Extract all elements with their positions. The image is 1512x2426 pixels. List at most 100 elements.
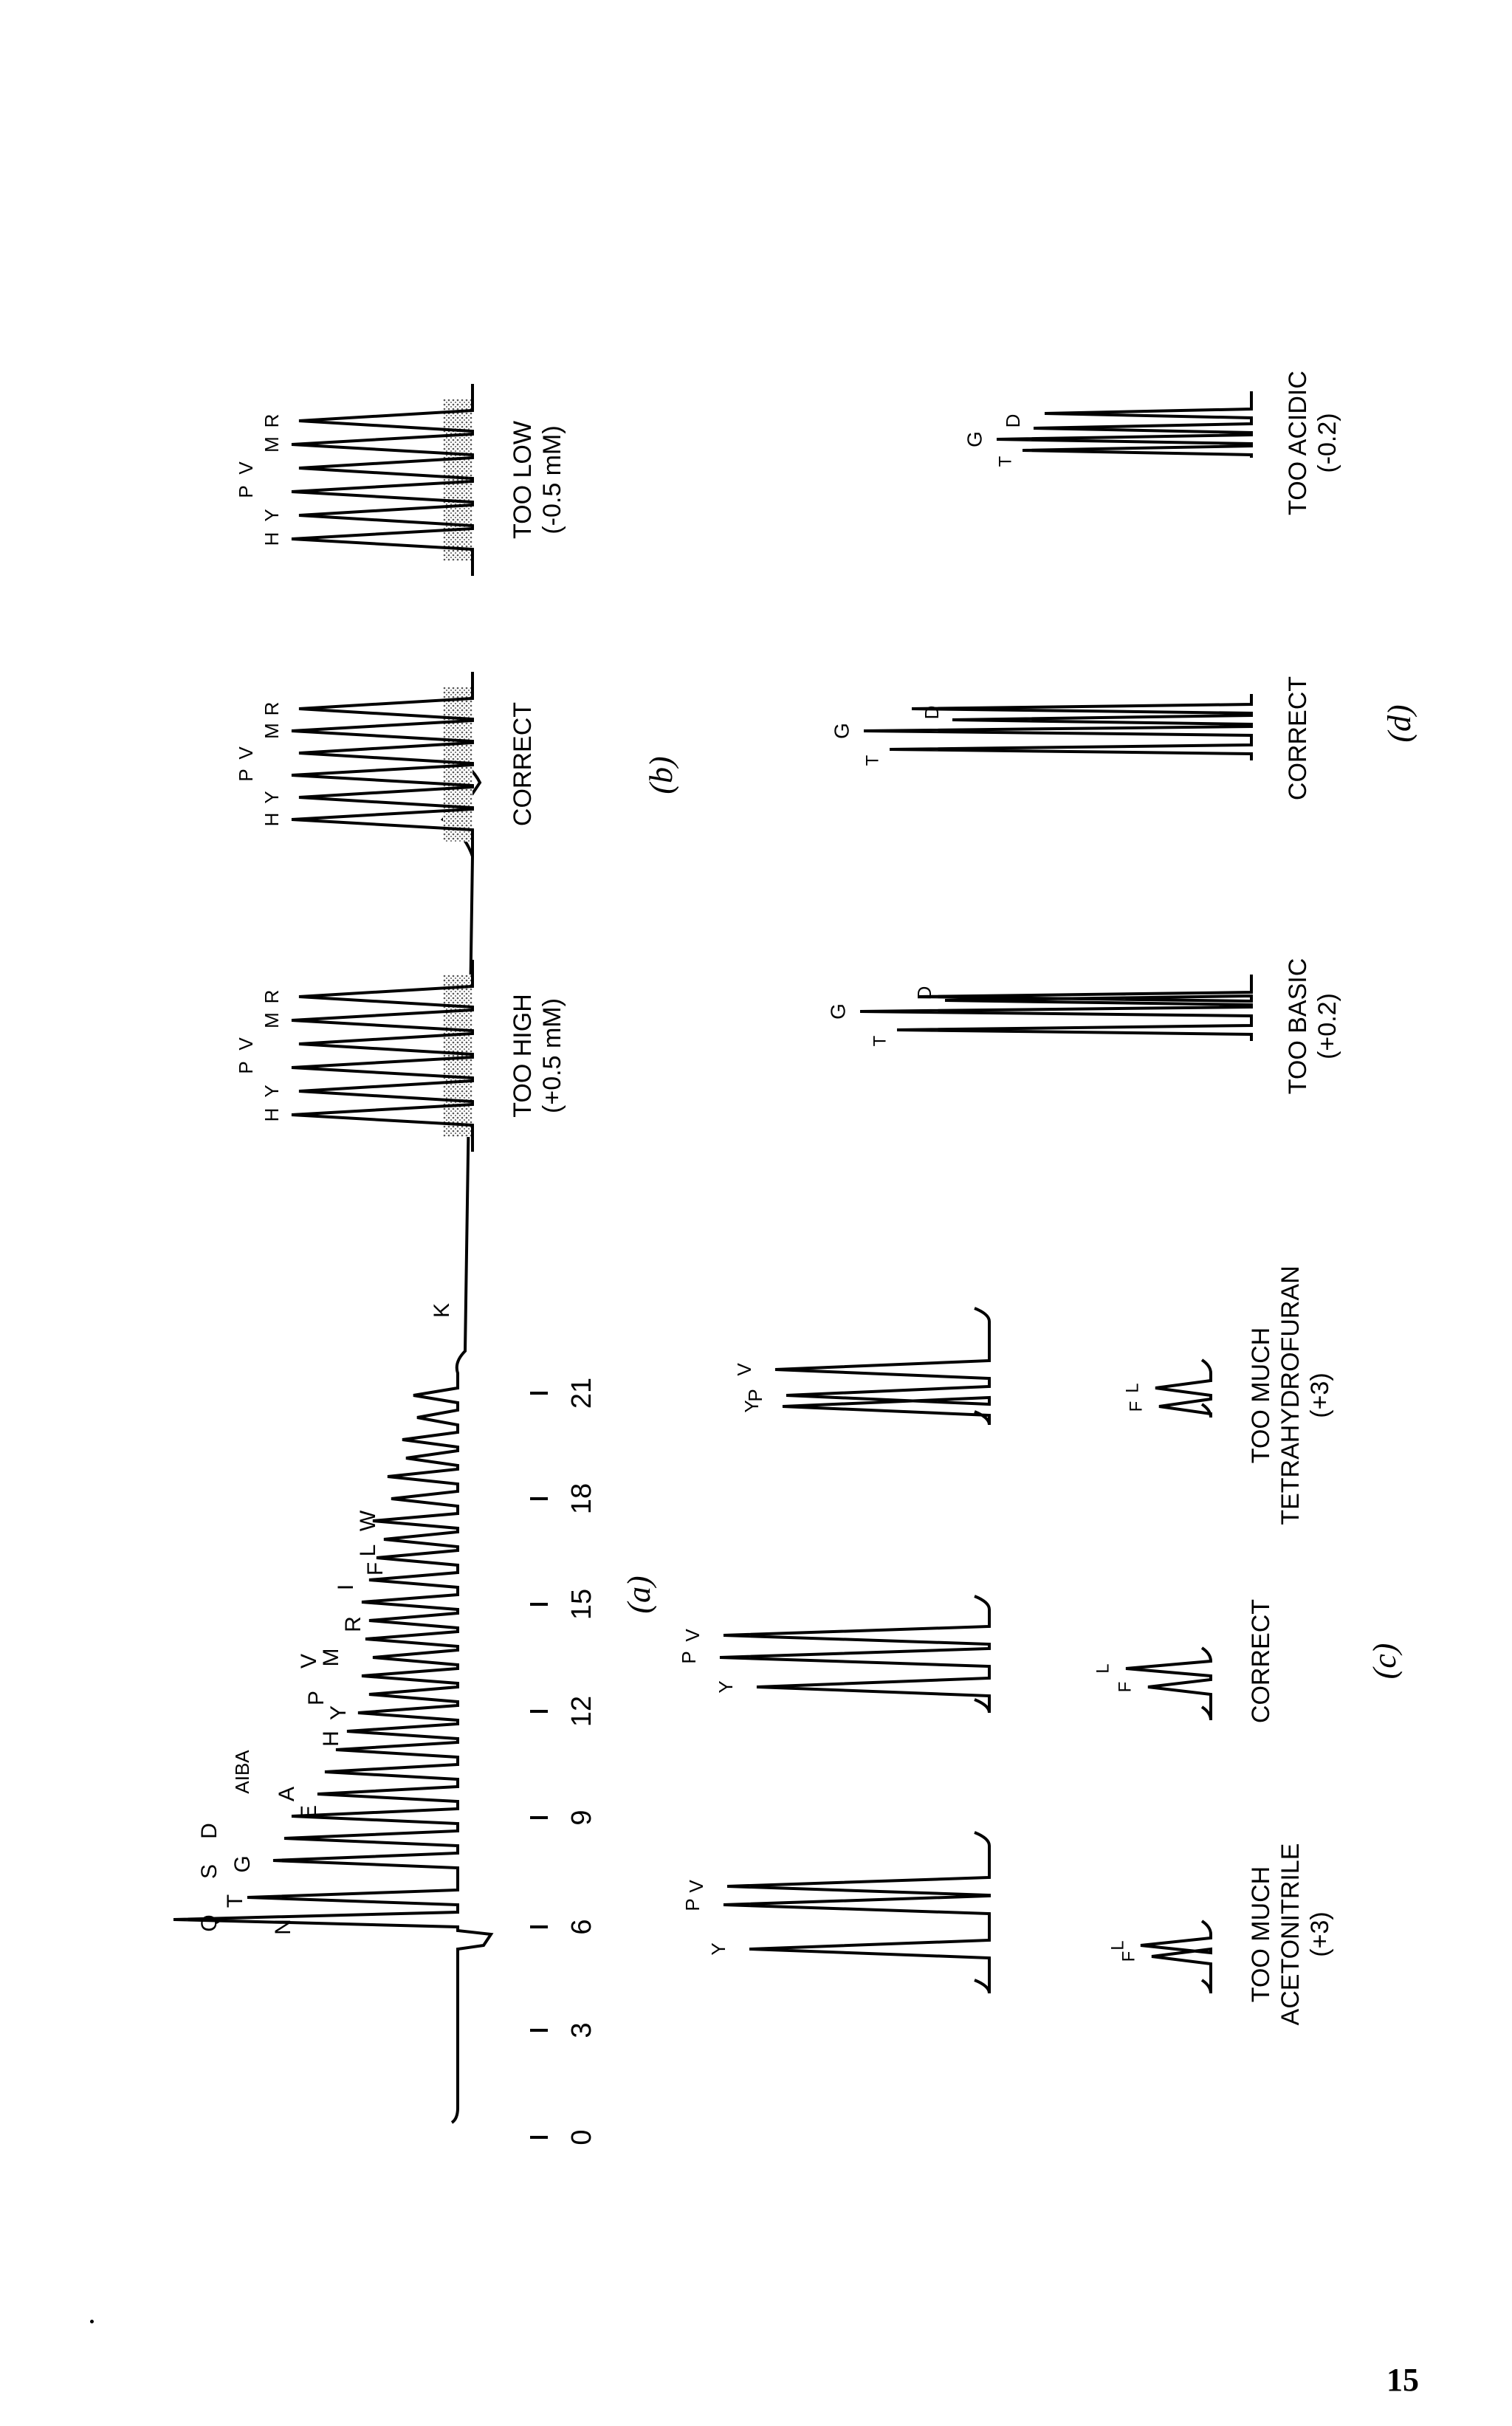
panel-b-condition-line1: CORRECT [509,702,537,826]
panel-a-peak-label-p: P [304,1691,329,1705]
panel-a-tick-label: 3 [566,2022,597,2038]
panel-d-caption: (d) [1381,704,1418,742]
panel-d-condition-line2: (-0.2) [1313,413,1341,473]
panel-a-tick-label: 21 [566,1378,597,1409]
panel-b-shading [443,399,472,561]
panel-c-condition-line1: CORRECT [1247,1599,1275,1723]
panel-c-bottom-peak-label: F [1115,1682,1135,1693]
panel-a-peak-label-e: E [297,1805,321,1820]
panel-a-peak-label-a: A [275,1787,299,1801]
panel-c-bottom-peak-label: L [1093,1663,1113,1673]
panel-c-top-peak-label: Y [707,1942,729,1955]
panel-a-peak-label-d: D [197,1823,221,1839]
panel-c-top-trace-too-much-acetonitrile [723,1831,991,1994]
panel-c-top-peak-label: P [678,1651,700,1663]
panel-b-peak-label: H [261,813,283,827]
panel-d-trace-too-basic [859,975,1253,1041]
panel-c-top-peak-label: Y [740,1400,763,1412]
panel-a-tick-label: 15 [566,1589,597,1620]
panel-a-peak-label-f: F [363,1562,388,1575]
panel-b-trace-too-high [291,960,474,1152]
panel-b-peak-label: P [235,1061,257,1073]
panel-a-peak-label-v: V [297,1654,321,1669]
panel-a-tick-label: 6 [566,1919,597,1934]
panel-c-top-peak-label: Y [715,1680,737,1693]
panel-c-bottom-trace-too-much-thf [1155,1358,1212,1418]
panel-c-top-peak-label: P [744,1389,766,1401]
panel-d-peak-label-g: G [826,1003,849,1020]
panel-a-caption: (a) [621,1575,657,1613]
panel-b-peak-label: M [261,1012,283,1028]
panel-b-trace-correct [291,672,474,856]
panel-a-tick-label: 9 [566,1810,597,1825]
panel-c-condition-line1: TOO MUCH [1247,1866,1275,2002]
panel-c-bottom-peak-label: L [1122,1383,1142,1392]
panel-b-peak-label: P [235,769,257,781]
panel-b-shading [443,975,472,1137]
panel-a-peak-label-r: R [341,1616,365,1632]
panel-c-top-peak-label: V [681,1629,704,1642]
panel-b-peak-label: R [261,702,283,716]
panel-b-condition-line1: TOO HIGH [509,994,537,1118]
panel-d-peak-label-g: G [830,723,853,739]
page-number: 15 [1386,2362,1419,2398]
panel-c-caption: (c) [1367,1643,1403,1680]
panel-b-condition-line1: TOO LOW [509,421,537,539]
panel-a-tick-label: 0 [566,2129,597,2145]
panel-a-tick-label: 18 [566,1483,597,1514]
panel-d-peak-label-d: D [921,706,943,720]
panel-b-trace-too-low [291,384,474,576]
panel-b-peak-label: H [261,1108,283,1122]
panel-a-peak-label-l: L [356,1544,380,1557]
panel-a-peak-label-s: S [197,1864,221,1879]
panel-a-peak-label-h: H [319,1731,343,1747]
panel-d-peak-label-d: D [1002,414,1024,428]
panel-d-trace-too-acidic [996,391,1253,458]
panel-c-condition-line3: (+3) [1306,1911,1334,1956]
panel-c-bottom-peak-label: F [1126,1401,1146,1412]
panel-b-peak-label: V [235,1037,257,1051]
panel-c-top-peak-label: P [681,1898,704,1911]
panel-a-peak-label-t: T [223,1894,247,1908]
panel-c-bottom-peak-label: F [1118,1951,1138,1962]
panel-d-peak-label-g: G [963,431,986,447]
panel-b-peak-label: R [261,990,283,1004]
panel-c-condition-line2: ACETONITRILE [1276,1843,1305,2026]
panel-d-condition-line1: TOO ACIDIC [1284,371,1312,515]
panel-c-bottom-peak-label: L [1107,1940,1127,1950]
panel-b-peak-label: H [261,532,283,546]
panel-d-condition-line1: TOO BASIC [1284,958,1312,1095]
panel-a-peak-label-i: I [334,1584,358,1590]
panel-a-peak-label-y: Y [326,1705,351,1720]
panel-b-peak-label: Y [261,1085,283,1097]
panel-c-top-trace-too-much-thf [774,1307,991,1426]
panel-a-peak-label-w: W [356,1510,380,1531]
panel-d-peak-label-t: T [995,456,1015,467]
panel-b-peak-label: M [261,723,283,739]
panel-b-caption: (b) [643,756,679,794]
panel-b-peak-label: M [261,436,283,453]
panel-a-peak-label-q: Q [197,1914,221,1931]
panel-c-top-trace-correct [719,1595,991,1714]
panel-c-bottom-trace-too-much-acetonitrile [1140,1920,1212,1994]
panel-c-condition-line2: TETRAHYDROFURAN [1276,1265,1305,1525]
panel-b-peak-label: Y [261,791,283,803]
panel-b-peak-label: Y [261,509,283,521]
panel-a-peak-label-g: G [230,1855,255,1872]
panel-c-condition-line3: (+3) [1306,1372,1334,1418]
panel-b-peak-label: P [235,485,257,498]
panel-a-peak-label-n: N [271,1919,295,1935]
panel-c-top-peak-label: V [733,1363,755,1376]
speck [90,2320,94,2323]
panel-b-condition-line2: (+0.5 mM) [538,998,566,1113]
panel-a-tick-label: 12 [566,1696,597,1727]
panel-d-peak-label-d: D [913,986,935,1000]
panel-d-condition-line1: CORRECT [1284,676,1312,800]
panel-a-peak-label-k: K [430,1303,454,1318]
panel-b-peak-label: V [235,461,257,475]
panel-d-condition-line2: (+0.2) [1313,993,1341,1059]
panel-a-peak-label-m: M [319,1649,343,1667]
panel-d-trace-correct [863,694,1253,760]
panel-d-peak-label-t: T [862,755,882,766]
